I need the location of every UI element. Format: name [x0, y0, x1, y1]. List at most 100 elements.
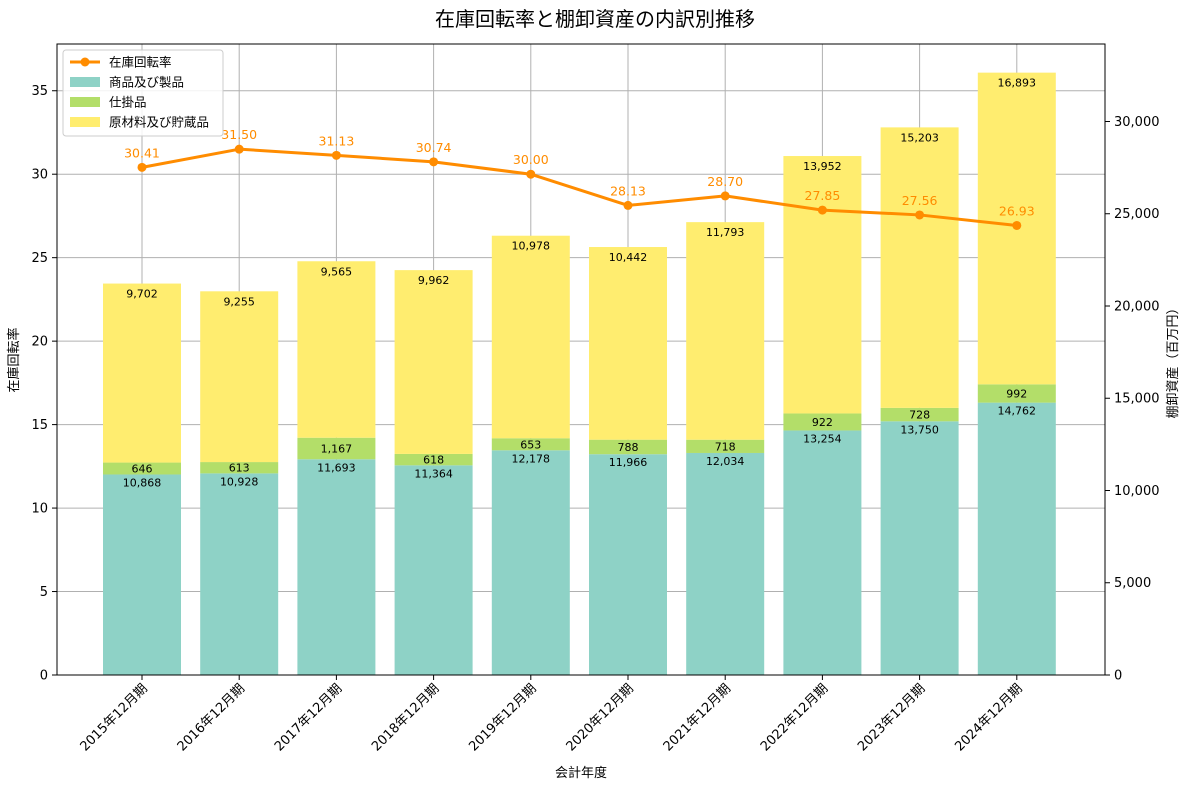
- legend-entry-label: 在庫回転率: [109, 55, 172, 70]
- turnover-value-label: 30.00: [513, 152, 549, 167]
- bar-segment: [783, 156, 862, 414]
- bar-segment: [977, 384, 1056, 403]
- turnover-point: [915, 210, 925, 220]
- x-tick-label: 2022年12月期: [758, 681, 831, 754]
- legend-line-marker: [80, 57, 90, 67]
- turnover-value-label: 28.70: [707, 174, 743, 189]
- bar-segment: [394, 453, 473, 466]
- x-tick-label: 2024年12月期: [952, 681, 1025, 754]
- x-tick-label: 2020年12月期: [564, 681, 637, 754]
- bar-segment: [589, 247, 667, 440]
- bar-value-label: 9,702: [126, 288, 158, 301]
- turnover-point: [331, 150, 341, 160]
- right-tick-label: 5,000: [1114, 576, 1151, 591]
- bar-value-label: 11,364: [414, 467, 453, 480]
- bar-value-label: 1,167: [321, 442, 353, 455]
- bar-value-label: 16,893: [998, 77, 1037, 90]
- legend-swatch: [70, 97, 100, 107]
- legend-box: [62, 49, 224, 137]
- bar-value-label: 10,868: [123, 476, 162, 489]
- bar-segment: [200, 291, 279, 463]
- bar-segment: [783, 430, 862, 675]
- bar-value-label: 653: [520, 438, 541, 451]
- x-tick-label: 2021年12月期: [661, 681, 734, 754]
- bar-segment: [394, 465, 473, 675]
- bar-value-label: 613: [229, 462, 250, 475]
- bar-value-label: 13,254: [803, 432, 842, 445]
- right-axis: 0 5,000 10,000 15,000 20,000 25,000 30,000: [1105, 115, 1160, 684]
- right-tick-label: 0: [1114, 669, 1122, 684]
- right-tick-label: 25,000: [1114, 207, 1160, 222]
- bar-segment: [394, 270, 473, 454]
- turnover-value-label: 30.74: [416, 140, 452, 155]
- bar-segment: [200, 462, 279, 474]
- left-tick-label: 30: [31, 168, 48, 183]
- turnover-line: 30.41 31.50 31.13 30.74 30.00 28.13 28.70 27.85…: [124, 127, 1035, 230]
- turnover-point: [429, 157, 439, 167]
- legend-entry-label: 原材料及び貯蔵品: [109, 115, 209, 130]
- turnover-point: [623, 200, 633, 210]
- bar-value-label: 13,952: [803, 160, 842, 173]
- bar-value-label: 11,966: [609, 456, 648, 469]
- bar-segment: [783, 413, 862, 431]
- turnover-value-label: 30.41: [124, 145, 160, 160]
- turnover-point: [1012, 220, 1022, 230]
- bar-value-label: 13,750: [900, 423, 939, 436]
- bar-segment: [103, 462, 181, 475]
- bar-value-label: 718: [715, 440, 736, 453]
- bar-segment: [686, 452, 765, 675]
- bar-value-label: 10,442: [609, 251, 648, 264]
- x-tick-label: 2016年12月期: [175, 681, 248, 754]
- bar-segment: [977, 402, 1056, 675]
- turnover-point: [720, 191, 730, 201]
- bar-segment: [880, 127, 959, 408]
- legend-entry-label: 商品及び製品: [109, 75, 184, 90]
- bar-segment: [589, 454, 667, 675]
- left-axis-label: 在庫回転率: [6, 327, 22, 392]
- plot-frame: [56, 43, 1106, 676]
- left-tick-label: 0: [40, 669, 48, 684]
- bar-value-label: 9,255: [223, 295, 255, 308]
- bar-value-label: 9,565: [321, 265, 353, 278]
- right-tick-label: 10,000: [1114, 484, 1160, 499]
- x-tick-label: 2015年12月期: [78, 681, 151, 754]
- right-tick-label: 15,000: [1114, 392, 1160, 407]
- bar-segment: [103, 283, 181, 463]
- turnover-value-label: 27.56: [902, 193, 938, 208]
- turnover-point: [817, 205, 827, 215]
- bar-segment: [297, 459, 376, 675]
- left-tick-label: 20: [31, 335, 48, 350]
- bar-value-label: 728: [909, 409, 930, 422]
- x-axis-label: 会計年度: [555, 765, 607, 781]
- x-tick-label: 2018年12月期: [369, 681, 442, 754]
- x-tick-label: 2019年12月期: [466, 681, 539, 754]
- legend-swatch: [70, 117, 100, 127]
- bar-segment: [200, 473, 279, 675]
- bar-segment: [491, 438, 570, 451]
- stacked-bars: [103, 72, 1056, 675]
- chart-title: 在庫回転率と棚卸資産の内訳別推移: [435, 7, 755, 31]
- left-axis: 0 5 10 15 20 25 30 35: [31, 84, 57, 684]
- bar-value-label: 14,762: [998, 405, 1037, 418]
- bar-value-label: 11,693: [317, 461, 356, 474]
- bar-value-label: 11,793: [706, 226, 745, 239]
- turnover-line-path: [141, 147, 1017, 227]
- bar-segment: [491, 235, 570, 439]
- legend-entry-label: 仕掛品: [109, 95, 147, 110]
- bar-value-label: 9,962: [418, 274, 450, 287]
- turnover-value-label: 31.13: [319, 133, 355, 148]
- right-tick-label: 20,000: [1114, 299, 1160, 314]
- bar-segment: [880, 407, 959, 422]
- bar-value-label: 618: [423, 454, 444, 467]
- bar-value-label: 992: [1006, 387, 1027, 400]
- bar-value-label: 646: [132, 463, 153, 476]
- legend-swatch: [70, 77, 100, 87]
- bar-value-label: 788: [618, 441, 639, 454]
- turnover-value-label: 26.93: [999, 203, 1035, 218]
- left-tick-label: 25: [31, 251, 48, 266]
- left-tick-label: 35: [31, 84, 48, 99]
- bar-value-label: 12,178: [512, 452, 551, 465]
